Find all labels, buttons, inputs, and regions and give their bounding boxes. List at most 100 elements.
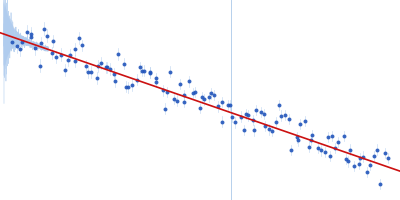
Point: [238, 115, 244, 118]
Point: [297, 122, 303, 125]
Point: [253, 109, 259, 112]
Point: [329, 135, 336, 138]
Point: [104, 66, 110, 69]
Point: [306, 145, 312, 148]
Point: [261, 112, 268, 115]
Point: [162, 107, 168, 111]
Point: [227, 104, 233, 107]
Point: [302, 119, 309, 123]
Point: [170, 97, 177, 100]
Point: [351, 164, 357, 167]
Point: [112, 80, 118, 83]
Point: [275, 103, 282, 106]
Point: [9, 40, 15, 43]
Point: [232, 121, 238, 124]
Point: [24, 30, 30, 33]
Point: [364, 171, 370, 174]
Point: [374, 148, 380, 151]
Point: [197, 106, 204, 110]
Point: [307, 138, 314, 141]
Point: [356, 163, 362, 166]
Point: [345, 160, 351, 163]
Point: [115, 52, 122, 56]
Point: [269, 129, 275, 132]
Point: [125, 86, 131, 89]
Point: [332, 146, 338, 149]
Point: [79, 44, 85, 47]
Point: [177, 82, 183, 86]
Point: [50, 40, 56, 43]
Point: [340, 134, 347, 137]
Point: [309, 133, 316, 137]
Point: [139, 69, 145, 72]
Point: [180, 94, 187, 97]
Point: [107, 67, 114, 71]
Point: [293, 136, 300, 139]
Point: [258, 110, 264, 114]
Point: [288, 148, 294, 152]
Point: [72, 59, 78, 62]
Point: [152, 77, 159, 80]
Point: [295, 139, 301, 142]
Point: [272, 120, 279, 124]
Point: [218, 101, 225, 104]
Point: [334, 140, 341, 143]
Point: [84, 70, 91, 73]
Point: [192, 91, 198, 94]
Point: [53, 55, 59, 58]
Point: [371, 155, 378, 158]
Point: [167, 70, 173, 74]
Point: [206, 95, 212, 99]
Point: [28, 35, 34, 38]
Point: [242, 113, 249, 116]
Point: [219, 120, 226, 123]
Point: [186, 80, 192, 83]
Point: [164, 90, 170, 94]
Point: [58, 53, 64, 56]
Point: [76, 36, 82, 39]
Point: [37, 64, 44, 67]
Point: [134, 78, 140, 81]
Point: [121, 62, 127, 65]
Point: [147, 71, 154, 74]
Point: [181, 100, 188, 103]
Point: [377, 182, 383, 186]
Point: [245, 114, 251, 117]
Point: [49, 51, 56, 55]
Point: [28, 32, 34, 35]
Point: [250, 118, 256, 121]
Point: [38, 42, 44, 45]
Point: [44, 34, 50, 37]
Point: [266, 128, 272, 131]
Point: [357, 157, 363, 160]
Point: [225, 103, 231, 106]
Point: [286, 117, 292, 120]
Point: [83, 64, 89, 68]
Point: [32, 47, 38, 50]
Point: [282, 113, 288, 116]
Point: [342, 158, 349, 161]
Point: [103, 66, 109, 69]
Point: [19, 41, 25, 44]
Point: [214, 105, 221, 108]
Point: [190, 91, 196, 94]
Point: [62, 69, 68, 72]
Point: [14, 44, 20, 48]
Point: [111, 72, 117, 75]
Point: [137, 66, 143, 69]
Point: [347, 148, 354, 151]
Point: [174, 99, 180, 102]
Point: [229, 116, 236, 119]
Point: [146, 71, 153, 74]
Point: [278, 114, 285, 117]
Point: [359, 155, 366, 158]
Point: [123, 85, 129, 88]
Point: [262, 125, 268, 128]
Point: [159, 89, 166, 92]
Point: [17, 48, 24, 51]
Point: [94, 76, 100, 79]
Point: [65, 58, 71, 62]
Point: [129, 83, 135, 87]
Point: [72, 48, 78, 51]
Point: [88, 70, 94, 73]
